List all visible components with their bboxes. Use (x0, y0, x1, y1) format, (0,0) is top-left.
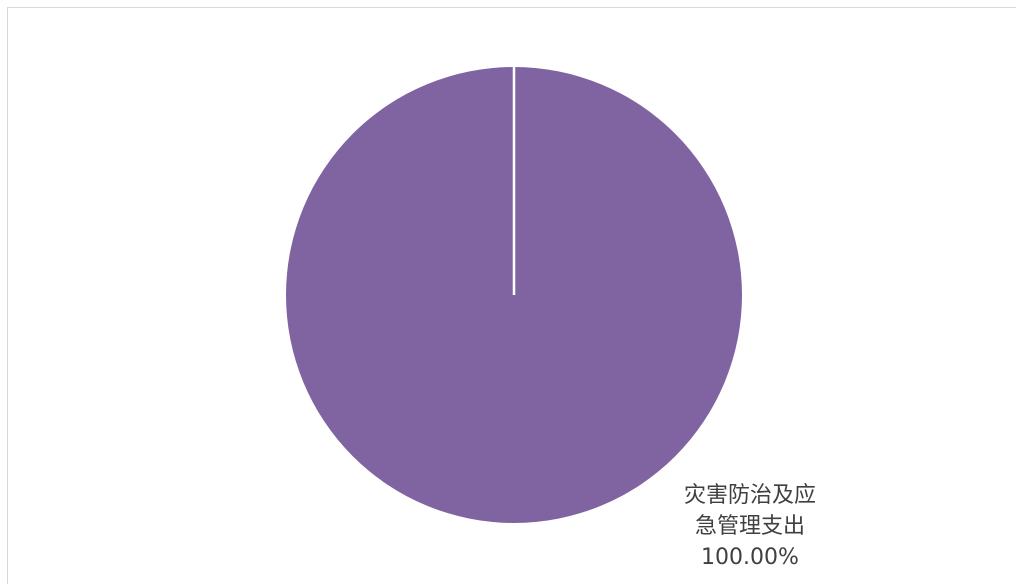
slice-category-label-line-2: 急管理支出 (694, 514, 805, 539)
slice-percent-label: 100.00% (701, 545, 799, 570)
pie-slices (286, 67, 742, 523)
slice-category-label-line-1: 灾害防治及应 (683, 483, 816, 508)
slice-data-label: 灾害防治及应 急管理支出 100.00% (650, 480, 850, 573)
